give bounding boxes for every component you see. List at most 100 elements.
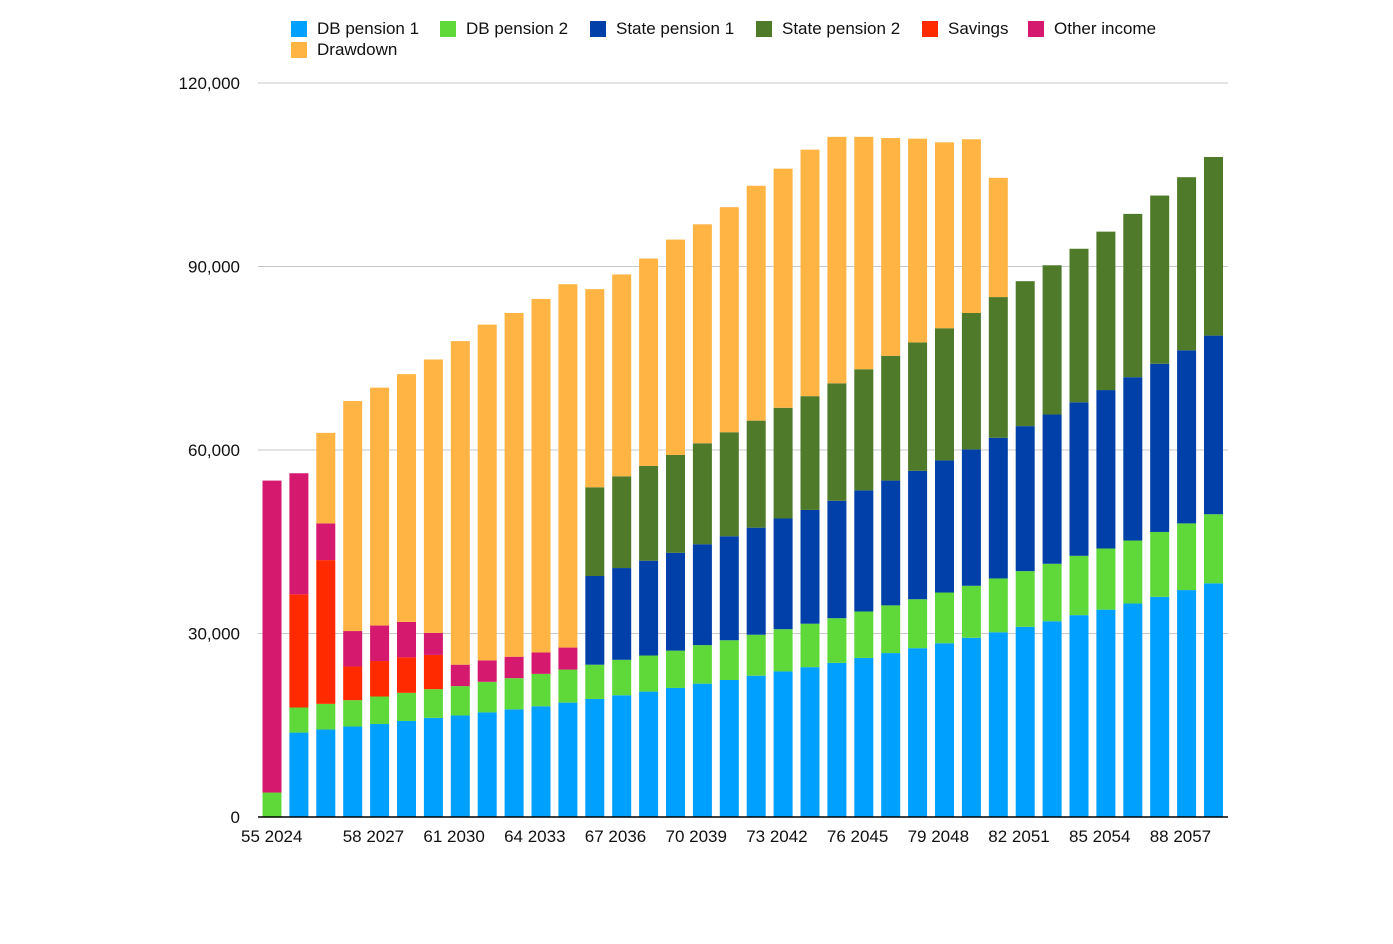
bar-segment-state-pension-2 <box>1150 195 1170 364</box>
bar-segment-state-pension-2 <box>692 443 712 545</box>
legend-item-savings: Savings <box>922 19 1008 39</box>
bar-segment-db-pension-1 <box>1069 615 1089 817</box>
legend-item-state-pension-1: State pension 1 <box>590 19 734 39</box>
y-tick-label: 30,000 <box>188 625 240 644</box>
legend-label: DB pension 1 <box>317 19 420 38</box>
bar-segment-drawdown <box>773 168 793 408</box>
bar-segment-db-pension-2 <box>585 664 605 699</box>
bar-segment-db-pension-1 <box>397 720 416 817</box>
bar-segment-db-pension-2 <box>612 659 632 696</box>
legend-item-other-income: Other income <box>1028 19 1156 39</box>
bar-segment-state-pension-2 <box>800 396 820 510</box>
bar-segment-state-pension-1 <box>1042 414 1062 564</box>
bar-segment-state-pension-1 <box>881 480 901 606</box>
bar-segment-db-pension-1 <box>961 637 981 817</box>
bar-segment-db-pension-1 <box>558 702 578 817</box>
bar-segment-drawdown <box>585 289 605 488</box>
bar-segment-db-pension-1 <box>1150 596 1170 817</box>
x-tick-label: 82 2051 <box>988 827 1049 846</box>
bar-segment-state-pension-1 <box>935 460 954 593</box>
bar-segment-drawdown <box>370 387 390 626</box>
bar-segment-db-pension-2 <box>1042 563 1062 622</box>
bar-segment-db-pension-2 <box>343 700 363 727</box>
bar-segment-state-pension-1 <box>800 509 820 624</box>
legend-swatch <box>440 21 456 37</box>
bar-segment-db-pension-2 <box>692 645 712 684</box>
bar-segment-drawdown <box>639 258 659 466</box>
x-tick-label: 70 2039 <box>666 827 727 846</box>
bar-segment-drawdown <box>612 274 632 477</box>
legend-swatch <box>291 21 307 37</box>
bar-segment-drawdown <box>935 142 954 329</box>
bar-segment-db-pension-2 <box>639 655 659 692</box>
bar-segment-db-pension-2 <box>827 618 847 663</box>
bar-segment-db-pension-2 <box>504 678 524 710</box>
bar-segment-state-pension-1 <box>827 500 847 619</box>
bar-segment-other-income <box>531 652 551 674</box>
bar-segment-state-pension-1 <box>1069 402 1089 556</box>
bar-segment-state-pension-2 <box>1096 231 1116 391</box>
bar-segment-db-pension-1 <box>450 715 470 817</box>
bar-segment-drawdown <box>961 139 981 313</box>
bar-segment-drawdown <box>692 224 712 444</box>
x-tick-label: 73 2042 <box>746 827 807 846</box>
bar-segment-state-pension-1 <box>773 518 793 630</box>
bar-segment-state-pension-2 <box>961 312 981 450</box>
bar-segment-state-pension-1 <box>1150 363 1170 532</box>
bar-segment-db-pension-1 <box>692 683 712 817</box>
bar-segment-db-pension-1 <box>746 675 766 817</box>
bar-segment-other-income <box>423 632 443 655</box>
x-tick-label: 55 2024 <box>241 827 302 846</box>
bar-segment-drawdown <box>477 324 497 661</box>
bar-segment-db-pension-1 <box>800 667 820 817</box>
bar-segment-db-pension-2 <box>1015 571 1035 627</box>
bar-segment-db-pension-2 <box>666 650 685 688</box>
bar-segment-db-pension-1 <box>639 691 659 817</box>
bar-segment-db-pension-1 <box>1015 626 1035 817</box>
bar-segment-state-pension-1 <box>612 568 632 660</box>
bar-segment-state-pension-2 <box>1123 213 1143 378</box>
bar-segment-drawdown <box>719 207 739 433</box>
bar-segment-state-pension-1 <box>961 449 981 586</box>
bar-segment-drawdown <box>316 432 336 524</box>
bar-segment-db-pension-1 <box>1042 621 1062 817</box>
bar-segment-drawdown <box>908 138 928 343</box>
bar-segment-db-pension-1 <box>343 726 363 817</box>
bar-segment-db-pension-1 <box>504 709 524 817</box>
bar-segment-db-pension-2 <box>531 673 551 707</box>
legend-item-db-pension-1: DB pension 1 <box>291 19 419 39</box>
bar-segment-db-pension-1 <box>531 706 551 817</box>
legend-label: Drawdown <box>317 40 398 59</box>
bar-segment-state-pension-2 <box>935 328 954 461</box>
x-tick-label: 64 2033 <box>504 827 565 846</box>
bar-segment-db-pension-1 <box>666 687 685 817</box>
bar-segment-state-pension-2 <box>1069 248 1089 403</box>
bar-segment-savings <box>370 661 390 697</box>
bar-segment-state-pension-1 <box>908 470 928 600</box>
x-tick-label: 67 2036 <box>585 827 646 846</box>
bar-segment-savings <box>423 654 443 690</box>
bar-segment-db-pension-2 <box>397 692 416 721</box>
legend-label: DB pension 2 <box>466 19 569 38</box>
bar-segment-state-pension-1 <box>1204 335 1223 515</box>
bar-segment-db-pension-2 <box>262 792 282 817</box>
bar-segment-other-income <box>477 660 497 682</box>
x-tick-label: 79 2048 <box>908 827 969 846</box>
bar-segment-db-pension-1 <box>612 695 632 817</box>
bar-segment-state-pension-2 <box>639 465 659 561</box>
bar-segment-other-income <box>370 625 390 662</box>
bar-segment-drawdown <box>881 138 901 356</box>
bar-segment-drawdown <box>666 239 685 455</box>
bar-segment-db-pension-1 <box>1123 603 1143 817</box>
bar-segment-db-pension-2 <box>1177 523 1197 591</box>
bar-segment-other-income <box>504 656 524 679</box>
bar-segment-drawdown <box>854 136 874 370</box>
bar-segment-db-pension-2 <box>1123 540 1143 604</box>
bar-segment-savings <box>316 560 336 704</box>
x-tick-label: 85 2054 <box>1069 827 1130 846</box>
bar-segment-db-pension-1 <box>773 671 793 817</box>
bar-segment-db-pension-2 <box>289 707 309 733</box>
y-tick-label: 60,000 <box>188 441 240 460</box>
